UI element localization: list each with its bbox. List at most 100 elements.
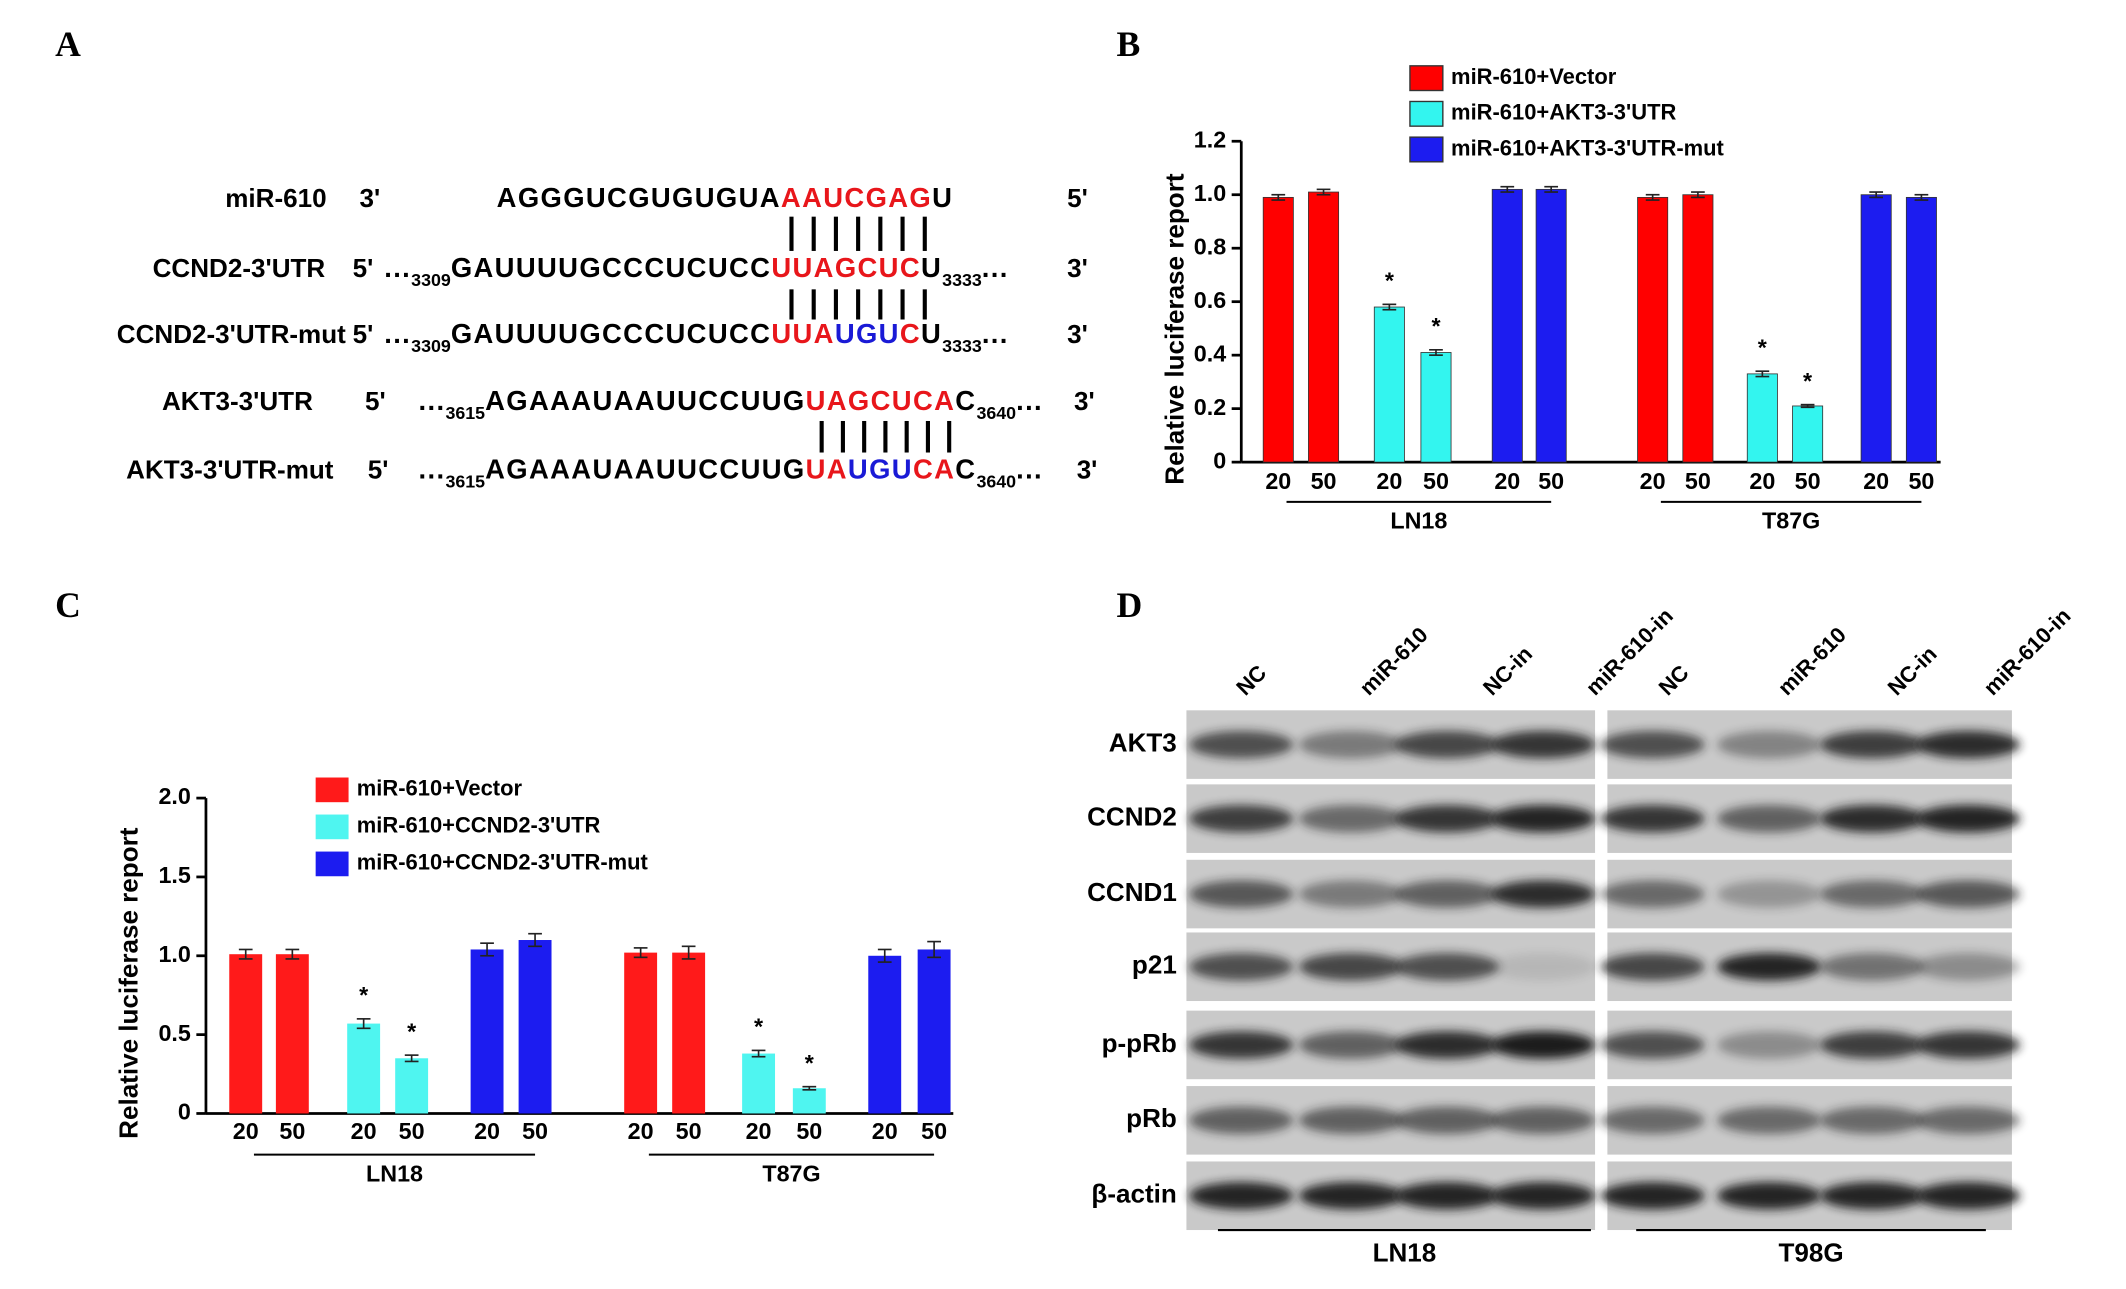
sequence-segment: UUA: [771, 318, 834, 349]
blot-band: [1490, 1106, 1596, 1135]
group-label: LN18: [1390, 508, 1447, 534]
blot-band: [1394, 1106, 1500, 1135]
error-bar: [238, 948, 253, 960]
bar: [917, 949, 951, 1114]
position-subscript: 3640: [976, 403, 1016, 423]
protein-label: CCND2: [1087, 802, 1177, 832]
legend-label: miR-610+CCND2-3'UTR-mut: [357, 850, 649, 875]
bar: [1746, 373, 1778, 463]
position-subscript: 3615: [445, 471, 485, 491]
bar: [1535, 188, 1567, 463]
group-label: LN18: [366, 1160, 423, 1186]
blot-band: [1600, 1031, 1705, 1059]
sequence-name: AKT3-3'UTR: [162, 386, 313, 416]
blot-band: [1819, 880, 1925, 908]
legend-swatch: [315, 851, 349, 877]
bar: [868, 955, 902, 1114]
significance-mark: *: [1431, 313, 1441, 339]
protein-label: CCND1: [1087, 877, 1177, 907]
error-bar: [1691, 191, 1705, 199]
x-tick-label: 50: [1795, 468, 1821, 494]
bar: [347, 1023, 381, 1114]
error-bar: [285, 948, 300, 960]
blot-band: [1298, 804, 1404, 833]
sequence: ...3309GAUUUUGCCCUCUCCUUAGCUCU3333...: [384, 252, 1009, 289]
bar: [742, 1053, 776, 1114]
significance-mark: *: [1803, 368, 1813, 394]
error-bar: [1271, 193, 1286, 201]
bar: [470, 949, 504, 1114]
position-subscript: 3615: [445, 403, 485, 423]
blot-band: [1298, 953, 1404, 981]
blot-band: [1600, 730, 1705, 759]
bar: [624, 952, 658, 1114]
blot-band: [1819, 1106, 1925, 1135]
bar: [1682, 194, 1714, 463]
lane-label: NC: [1654, 660, 1694, 700]
sequence-segment: ...: [1016, 385, 1043, 416]
bar: [1373, 306, 1405, 463]
blot-band: [1490, 880, 1596, 908]
y-tick-label: 1.2: [1194, 126, 1226, 152]
sequence-segment: AAUCGAG: [781, 182, 932, 213]
bar: [1420, 352, 1452, 463]
sequence-segment: GAUUUUGCCCUCUCC: [451, 318, 772, 349]
sequence-segment: C: [955, 385, 976, 416]
sequence-name: AKT3-3'UTR-mut: [126, 455, 334, 485]
blot-band: [1189, 953, 1294, 981]
sequence-segment: ...: [419, 385, 446, 416]
blot-band: [1717, 1182, 1822, 1210]
significance-mark: *: [1385, 268, 1395, 294]
blot-band: [1490, 1031, 1596, 1059]
sequence-segment: UA: [806, 454, 848, 485]
sequence-segment: ...: [384, 318, 411, 349]
sequence-segment: UGU: [848, 454, 913, 485]
blot-band: [1819, 1031, 1925, 1059]
position-subscript: 3309: [411, 336, 451, 356]
sequence-segment: AGGGUCGUGUGUA: [497, 182, 781, 213]
blot-band: [1717, 880, 1822, 908]
error-bar: [877, 948, 892, 963]
blot-band: [1819, 1182, 1925, 1210]
blot-band: [1819, 953, 1925, 981]
blot-band: [1298, 1182, 1404, 1210]
y-tick-label: 0.5: [158, 1020, 190, 1046]
protein-label: AKT3: [1109, 727, 1177, 757]
error-bar: [1914, 193, 1929, 201]
error-bar: [356, 1018, 371, 1030]
legend-swatch: [315, 814, 349, 840]
x-tick-label: 20: [351, 1118, 377, 1144]
group-label: T87G: [1762, 508, 1820, 534]
blot-band: [1600, 1106, 1705, 1135]
protein-label: p21: [1132, 950, 1177, 980]
blot-band: [1189, 1031, 1294, 1059]
bar: [1860, 194, 1892, 463]
blot-band: [1717, 1106, 1822, 1135]
x-tick-label: 50: [399, 1118, 425, 1144]
legend-swatch: [315, 777, 349, 803]
legend-label: miR-610+AKT3-3'UTR-mut: [1451, 135, 1724, 160]
cell-line-label: T98G: [1778, 1238, 1843, 1268]
x-tick-label: 20: [872, 1118, 898, 1144]
x-tick-label: 50: [279, 1118, 305, 1144]
sequence: ...3309GAUUUUGCCCUCUCCUUAUGUCU3333...: [384, 318, 1009, 355]
significance-mark: *: [407, 1018, 417, 1044]
blot-band: [1490, 1182, 1596, 1210]
x-tick-label: 50: [1423, 468, 1449, 494]
lane-label: NC-in: [1478, 641, 1537, 700]
blot-band: [1915, 1182, 2021, 1210]
sequence-segment: ...: [982, 318, 1009, 349]
sequence-segment: AGAAAUAAUUCCUUG: [485, 385, 806, 416]
bar: [518, 940, 552, 1114]
sequence-name: miR-610: [225, 183, 326, 213]
y-tick-label: 0.4: [1194, 340, 1226, 366]
legend-label: miR-610+AKT3-3'UTR: [1451, 100, 1676, 125]
legend-swatch: [1409, 65, 1444, 92]
blot-band: [1490, 730, 1596, 759]
position-subscript: 3640: [976, 471, 1016, 491]
sequence-segment: C: [900, 318, 921, 349]
error-bar: [1869, 191, 1884, 199]
error-bar: [927, 940, 941, 959]
blot-band: [1394, 804, 1500, 833]
